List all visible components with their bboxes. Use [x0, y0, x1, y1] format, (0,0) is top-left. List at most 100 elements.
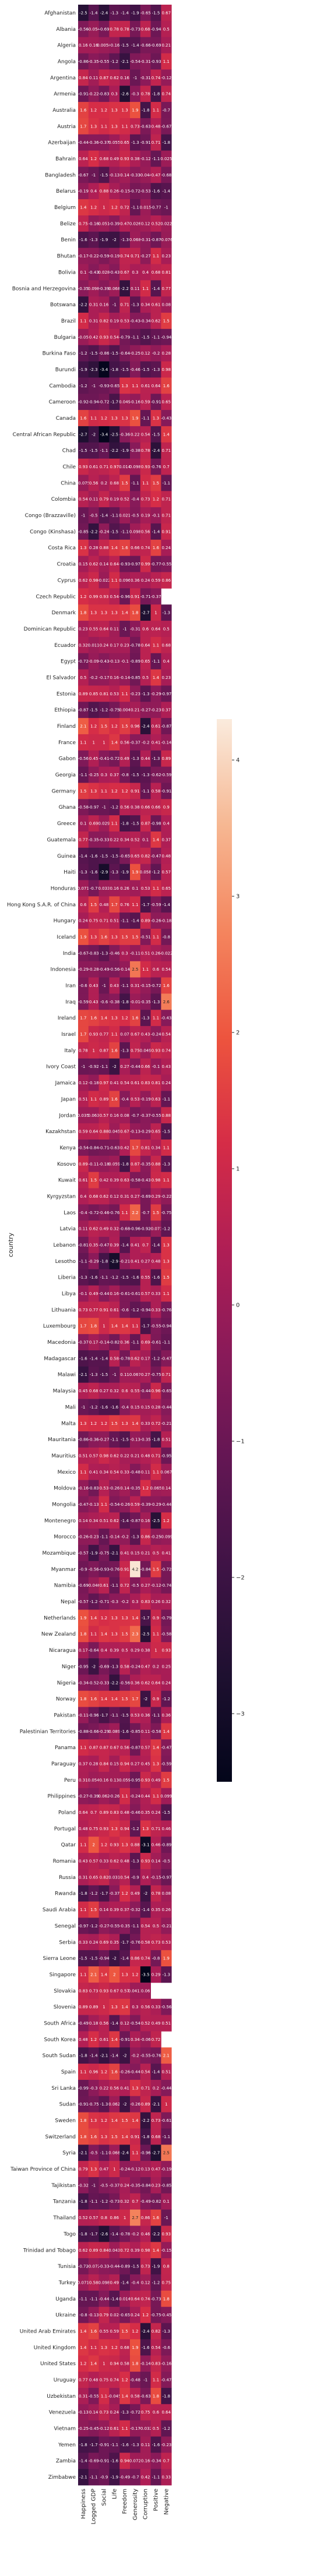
cell-value-label: -0.36	[89, 1438, 100, 1442]
heatmap-cell	[150, 1934, 161, 1951]
heatmap-cell	[161, 880, 172, 897]
cell-value-label: 0.75	[162, 2280, 171, 2285]
heatmap-cell	[88, 1674, 99, 1692]
heatmap-cell	[150, 2177, 161, 2194]
heatmap-cell	[78, 442, 89, 459]
cell-value-label: 0.045	[108, 1130, 120, 1134]
cell-value-label: 1.2	[80, 2362, 86, 2366]
heatmap-cell	[98, 458, 110, 475]
heatmap-cell	[109, 231, 120, 249]
heatmap-cell	[109, 1237, 120, 1254]
heatmap-cell	[150, 2339, 161, 2356]
heatmap-cell	[109, 37, 120, 54]
cell-value-label: 0.41	[131, 1259, 140, 1264]
cell-value-label: -0.29	[150, 692, 161, 696]
cell-value-label: 0.21	[131, 708, 140, 713]
heatmap-cell	[150, 247, 161, 264]
cell-value-label: 0.41	[162, 1551, 171, 1556]
heatmap-cell	[119, 394, 131, 411]
cell-value-label: 1.1	[80, 740, 86, 745]
cell-value-label: 0.47	[152, 2167, 161, 2172]
cell-value-label: -0.13	[89, 2313, 99, 2317]
cell-value-label: 0.15	[110, 1761, 119, 1766]
heatmap-cell	[109, 118, 120, 135]
cell-value-label: 0.71	[152, 1453, 161, 1458]
cell-value-label: -1.2	[131, 1827, 139, 1831]
heatmap-cell	[130, 1026, 141, 1043]
cell-value-label: -1.6	[79, 1356, 87, 1361]
heatmap-cell	[109, 264, 120, 281]
heatmap-cell	[98, 1934, 110, 1951]
cell-value-label: 1.7	[132, 1145, 138, 1150]
heatmap-cell	[88, 2339, 99, 2356]
heatmap-cell	[140, 1480, 151, 1496]
heatmap-cell	[140, 102, 151, 119]
cell-value-label: -0.78	[119, 1356, 130, 1361]
cell-value-label: 0.61	[110, 1308, 119, 1312]
cell-value-label: 0.97	[100, 1081, 109, 1085]
heatmap-cell	[88, 766, 99, 783]
heatmap-cell	[119, 2225, 131, 2242]
heatmap-cell	[109, 1155, 120, 1173]
cell-value-label: -1.6	[152, 2443, 160, 2447]
colorbar	[217, 719, 232, 1782]
heatmap-cell	[98, 442, 110, 459]
heatmap-cell	[109, 1950, 120, 1967]
heatmap-cell	[88, 734, 99, 751]
cell-value-label: 0.68	[100, 157, 109, 161]
cell-value-label: 0.66	[141, 805, 150, 810]
cell-value-label: 0.9	[153, 1616, 159, 1620]
cell-value-label: -1.5	[131, 822, 139, 826]
cell-value-label: 0.66	[141, 1064, 150, 1069]
cell-value-label: 1.1	[80, 319, 86, 323]
heatmap-cell	[130, 1885, 141, 1902]
heatmap-cell	[98, 2209, 110, 2226]
heatmap-cell	[140, 247, 151, 264]
cell-value-label: 1.3	[163, 1243, 170, 1248]
heatmap-cell	[88, 150, 99, 167]
cell-value-label: 0.73	[152, 2118, 161, 2123]
cell-value-label: -1.4	[152, 1243, 160, 1248]
cell-value-label: -0.46	[109, 951, 120, 956]
heatmap-cell	[130, 1463, 141, 1481]
heatmap-cell	[130, 2355, 141, 2372]
cell-value-label: 0.86	[141, 1535, 150, 1540]
heatmap-cell	[88, 296, 99, 313]
colorbar-tick-label: 3	[236, 894, 240, 900]
heatmap-cell	[98, 2047, 110, 2064]
cell-value-label: -1.4	[110, 2021, 118, 2026]
heatmap-cell	[98, 5, 110, 22]
cell-value-label: -0.5	[100, 2183, 108, 2188]
heatmap-cell	[140, 1723, 151, 1740]
heatmap-cell	[88, 1917, 99, 1934]
cell-value-label: -1.1	[142, 789, 150, 794]
heatmap-cell	[161, 1528, 172, 1545]
heatmap-cell	[119, 150, 131, 167]
cell-value-label: -0.49	[140, 2199, 151, 2204]
cell-value-label: 0.049	[140, 1048, 152, 1053]
heatmap-cell	[109, 944, 120, 962]
cell-value-label: 0.73	[141, 2264, 150, 2269]
heatmap-cell	[140, 880, 151, 897]
cell-value-label: 1.6	[80, 416, 87, 421]
colorbar-tick-label: 1	[236, 1166, 240, 1173]
heatmap-cell	[78, 1123, 89, 1140]
cell-value-label: -0.9	[100, 2475, 108, 2480]
heatmap-cell	[119, 702, 131, 719]
heatmap-cell	[161, 1545, 172, 1562]
heatmap-cell	[88, 1237, 99, 1254]
heatmap-cell	[78, 20, 89, 38]
heatmap-cell	[140, 69, 151, 86]
cell-value-label: 1.3	[90, 124, 97, 129]
cell-value-label: 1.5	[122, 481, 128, 486]
cell-value-label: 0.74	[162, 1048, 171, 1053]
country-label: Hong Kong S.A.R. of China	[7, 902, 76, 908]
cell-value-label: 0.07	[120, 1032, 129, 1037]
cell-value-label: 0.49	[110, 2280, 119, 2285]
cell-value-label: -1.4	[162, 903, 170, 907]
heatmap-cell	[78, 750, 89, 767]
cell-value-label: 1.1	[163, 1291, 170, 1296]
cell-value-label: 0.73	[131, 124, 140, 129]
heatmap-cell	[161, 685, 172, 702]
cell-value-label: -1.3	[152, 367, 160, 372]
